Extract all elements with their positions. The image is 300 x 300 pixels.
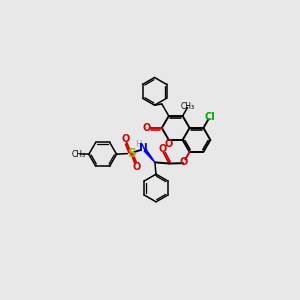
Text: O: O bbox=[180, 157, 188, 167]
Text: Cl: Cl bbox=[205, 112, 215, 122]
Text: N: N bbox=[139, 143, 147, 153]
Text: O: O bbox=[158, 144, 166, 154]
Text: S: S bbox=[127, 147, 135, 160]
Text: H: H bbox=[135, 140, 142, 149]
Polygon shape bbox=[144, 149, 155, 162]
Text: O: O bbox=[122, 134, 130, 145]
Text: CH₃: CH₃ bbox=[72, 150, 86, 159]
Text: CH₃: CH₃ bbox=[181, 102, 195, 111]
Text: O: O bbox=[143, 123, 151, 133]
Text: O: O bbox=[132, 162, 140, 172]
Text: O: O bbox=[164, 139, 172, 149]
